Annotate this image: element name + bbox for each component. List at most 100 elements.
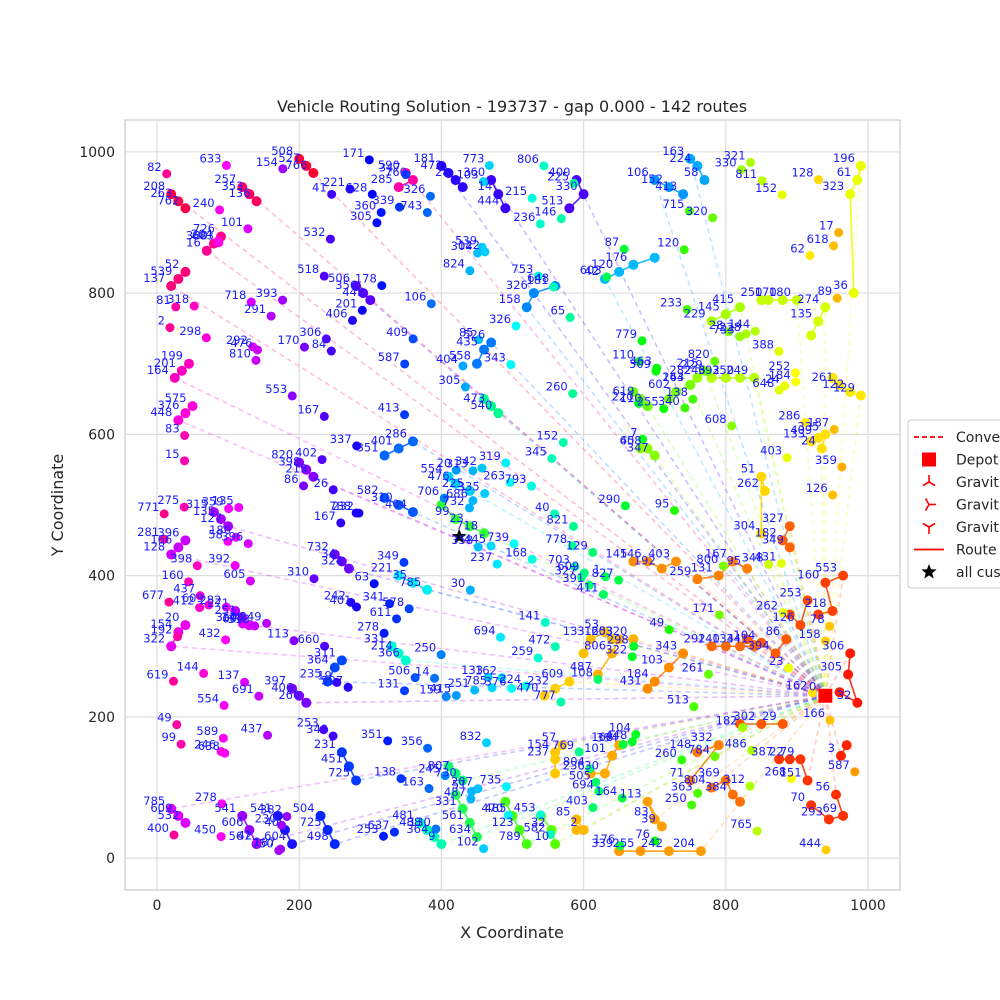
- customer-label: 765: [730, 817, 752, 831]
- customer-label: 166: [803, 706, 825, 720]
- customer-label: 229: [684, 306, 706, 320]
- customer-label: 476: [428, 469, 450, 483]
- customer-point: [737, 165, 747, 175]
- customer-point: [426, 299, 436, 309]
- customer-point: [850, 767, 860, 777]
- customer-label: 180: [209, 523, 231, 537]
- customer-point: [685, 153, 696, 164]
- customer-label: 292: [684, 631, 706, 645]
- customer-label: 800: [696, 552, 718, 566]
- customer-label: 725: [300, 815, 322, 829]
- customer-label: 164: [147, 363, 169, 377]
- customer-point: [287, 683, 298, 694]
- customer-label: 683: [192, 229, 214, 243]
- customer-point: [352, 441, 362, 451]
- customer-point: [173, 196, 184, 207]
- customer-label: 232: [332, 499, 354, 513]
- y-tick-label: 800: [88, 286, 115, 302]
- customer-point: [547, 454, 557, 464]
- customer-point: [659, 404, 669, 414]
- customer-point: [635, 443, 646, 454]
- customer-label: 293: [801, 804, 823, 818]
- legend-star-icon: [921, 564, 937, 579]
- customer-point: [527, 481, 537, 491]
- customer-label: 20: [165, 610, 180, 624]
- customer-label: 527: [278, 151, 300, 165]
- route-segment: [526, 306, 826, 697]
- customer-point: [496, 632, 506, 642]
- customer-point: [506, 360, 516, 370]
- customer-label: 660: [298, 632, 320, 646]
- customer-label: 49: [157, 711, 172, 725]
- customer-point: [735, 302, 746, 313]
- customer-point: [195, 591, 205, 601]
- customer-label: 304: [733, 518, 755, 532]
- customer-label: 401: [371, 433, 393, 447]
- customer-label: 348: [742, 550, 764, 564]
- customer-label: 49: [650, 616, 665, 630]
- customer-label: 137: [218, 668, 240, 682]
- customer-label: 146: [620, 547, 642, 561]
- customer-point: [321, 334, 331, 344]
- customer-label: 784: [688, 743, 710, 757]
- customer-label: 304: [451, 239, 473, 253]
- customer-point: [845, 386, 856, 397]
- customer-point: [637, 336, 647, 346]
- customer-point: [379, 492, 390, 503]
- customer-point: [450, 175, 461, 186]
- customer-point: [422, 584, 433, 595]
- customer-label: 78: [810, 612, 825, 626]
- customer-label: 827: [592, 566, 614, 580]
- customer-point: [574, 747, 584, 757]
- customer-point: [614, 634, 625, 645]
- customer-point: [169, 372, 180, 383]
- customer-label: 451: [321, 751, 343, 765]
- y-tick-label: 400: [88, 569, 115, 585]
- customer-label: 313: [446, 457, 468, 471]
- customer-point: [379, 831, 389, 841]
- customer-label: 281: [137, 525, 159, 539]
- customer-label: 151: [780, 766, 802, 780]
- customer-label: 567: [229, 829, 251, 843]
- customer-label: 71: [670, 766, 685, 780]
- customer-label: 168: [505, 545, 527, 559]
- customer-point: [184, 577, 194, 587]
- customer-label: 807: [428, 758, 450, 772]
- customer-label: 326: [404, 182, 426, 196]
- customer-label: 804: [684, 773, 706, 787]
- customer-point: [527, 193, 537, 203]
- customer-label: 135: [212, 493, 234, 507]
- customer-point: [615, 841, 625, 851]
- customer-label: 487: [570, 660, 592, 674]
- customer-point: [806, 436, 817, 447]
- customer-point: [837, 462, 847, 472]
- customer-label: 263: [483, 468, 505, 482]
- customer-point: [176, 365, 187, 376]
- customer-label: 237: [470, 550, 492, 564]
- customer-label: 51: [741, 462, 756, 476]
- customer-label: 144: [662, 370, 684, 384]
- customer-label: 42: [238, 828, 253, 842]
- customer-point: [450, 478, 461, 489]
- customer-point: [487, 683, 497, 693]
- customer-label: 785: [143, 794, 165, 808]
- customer-point: [713, 570, 724, 581]
- customer-point: [759, 485, 770, 496]
- customer-label: 327: [555, 563, 577, 577]
- customer-point: [742, 563, 753, 574]
- customer-point: [237, 182, 248, 193]
- customer-label: 225: [547, 169, 569, 183]
- customer-label: 476: [231, 336, 253, 350]
- customer-point: [791, 377, 801, 387]
- customer-label: 148: [669, 737, 691, 751]
- customer-point: [252, 837, 262, 847]
- customer-label: 360: [463, 165, 485, 179]
- customer-label: 145: [605, 547, 627, 561]
- legend-tri-icon: [922, 475, 936, 487]
- customer-label: 137: [143, 271, 165, 285]
- customer-label: 30: [584, 758, 599, 772]
- customer-point: [706, 316, 717, 327]
- customer-label: 235: [300, 667, 322, 681]
- customer-label: 221: [323, 175, 345, 189]
